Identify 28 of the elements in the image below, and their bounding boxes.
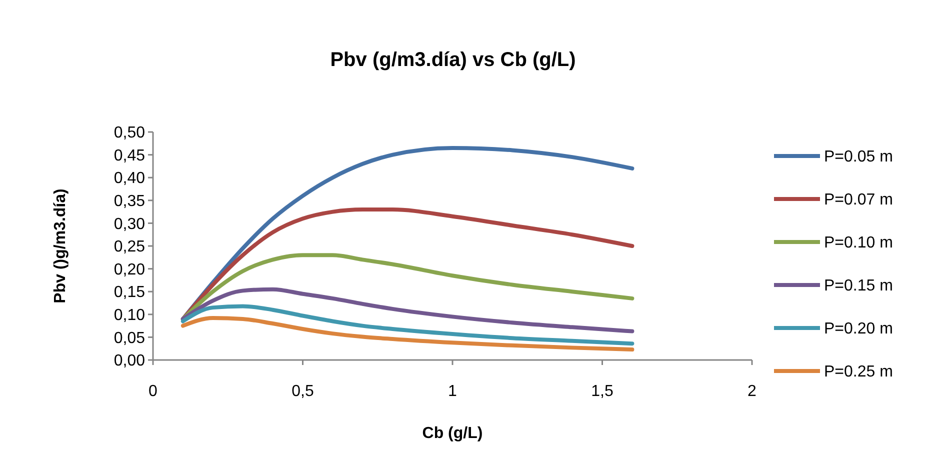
line-series	[180, 287, 634, 334]
legend-label: P=0.15 m	[824, 278, 893, 295]
y-tick-label: 0,50	[114, 124, 146, 142]
legend-label: P=0.05 m	[824, 148, 893, 166]
line-series	[180, 316, 634, 352]
x-tick-label: 2	[748, 383, 757, 400]
x-axis-title: Cb (g/L)	[422, 425, 483, 442]
y-tick-label: 0,35	[114, 193, 146, 210]
x-tick-label: 1	[448, 383, 458, 400]
legend-label: P=0.20 m	[824, 320, 893, 338]
x-tick-label: 1,5	[591, 383, 614, 400]
legend-label: P=0.07 m	[824, 192, 893, 209]
y-axis-title: Pbv ()g/m3.día)	[52, 188, 69, 304]
y-tick-label: 0,10	[114, 307, 146, 324]
legend-label: P=0.10 m	[824, 234, 893, 252]
x-tick-label: 0,5	[292, 383, 314, 400]
y-tick-label: 0,40	[114, 170, 146, 188]
y-tick-label: 0,20	[114, 261, 146, 278]
y-tick-label: 0,15	[114, 284, 146, 302]
y-tick-label: 0,05	[114, 330, 146, 347]
y-tick-label: 0,30	[114, 216, 146, 233]
legend-label: P=0.25 m	[824, 364, 893, 381]
y-tick-label: 0,00	[114, 352, 146, 370]
chart-title: Pbv (g/m3.día) vs Cb (g/L)	[330, 49, 576, 71]
line-series	[180, 304, 634, 346]
y-tick-label: 0,25	[114, 238, 146, 256]
y-tick-label: 0,45	[114, 147, 146, 164]
x-tick-label: 0	[148, 383, 158, 400]
